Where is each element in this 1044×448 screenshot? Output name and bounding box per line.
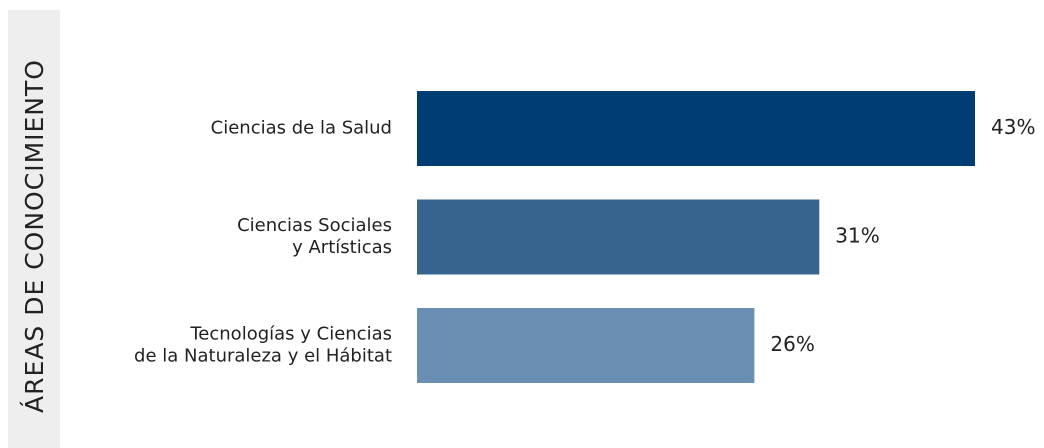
axis-strip xyxy=(8,10,60,448)
value-label: 43% xyxy=(991,115,1035,139)
bar xyxy=(417,308,755,383)
category-label: Ciencias Sociales y Artísticas xyxy=(237,215,392,258)
bar xyxy=(417,91,975,166)
category-label: Ciencias de la Salud xyxy=(211,118,392,139)
category-label: Tecnologías y Ciencias de la Naturaleza y… xyxy=(134,324,392,367)
value-label: 31% xyxy=(835,224,879,248)
value-label: 26% xyxy=(770,332,814,356)
bar xyxy=(417,199,820,275)
y-axis-label: ÁREAS DE CONOCIMIENTO xyxy=(20,59,49,413)
